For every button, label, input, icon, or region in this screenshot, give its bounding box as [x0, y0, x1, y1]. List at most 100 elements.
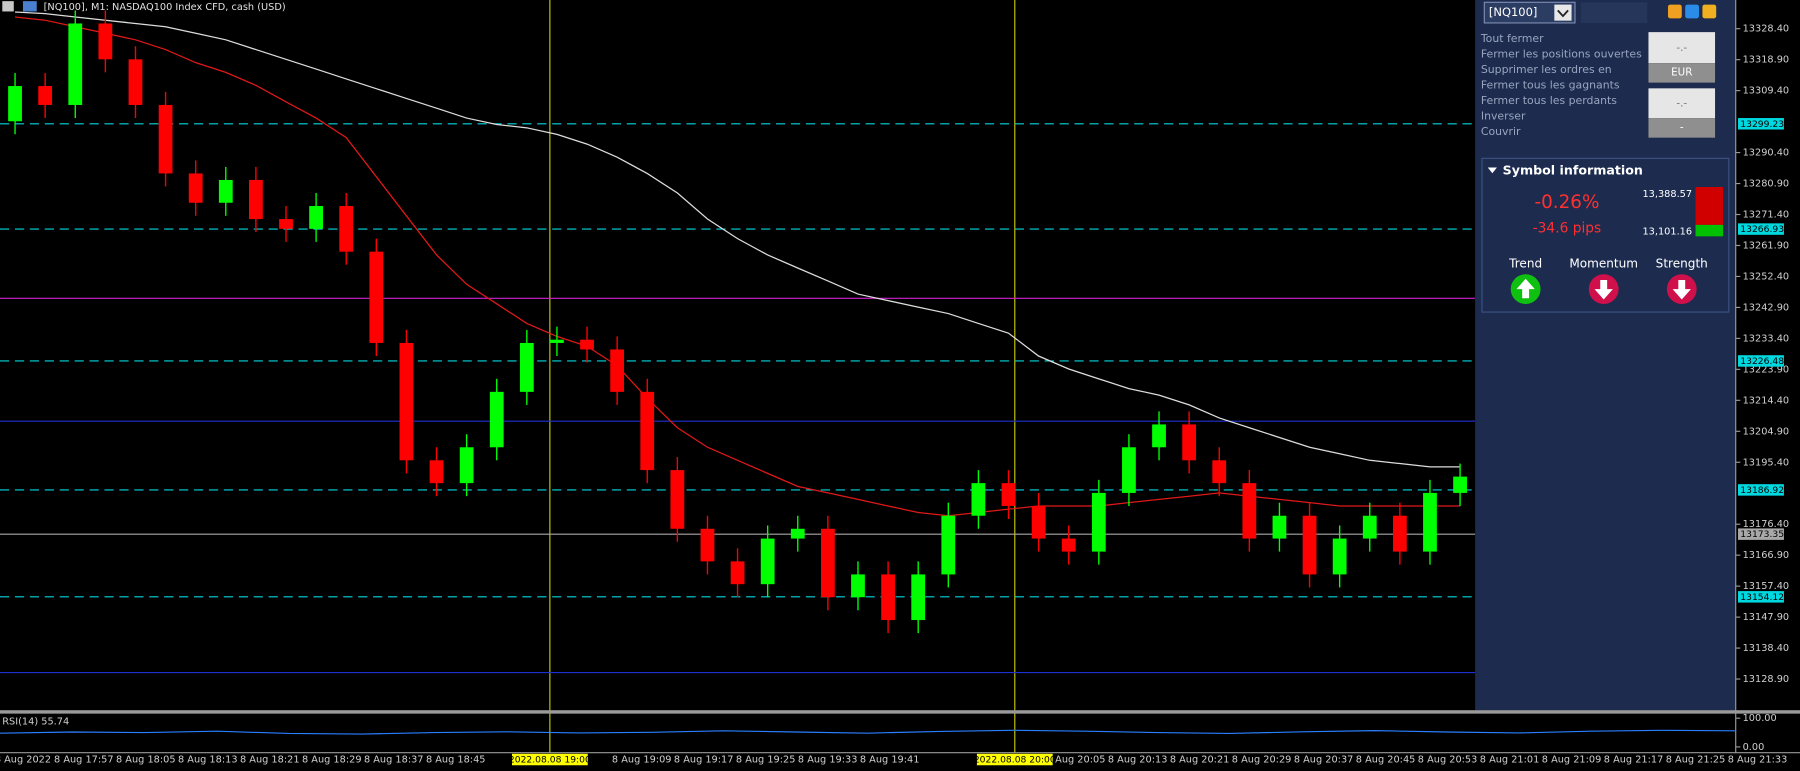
candle-body [1212, 460, 1227, 484]
time-axis: 8 Aug 2022 8 Aug 17:57 8 Aug 18:05 8 Aug 18… [0, 753, 1788, 766]
candle-body [610, 349, 625, 392]
icon [2, 1, 14, 12]
x-tick-label: 8 Aug 18:13 [178, 755, 238, 766]
arrow-up [1516, 278, 1535, 299]
input-box[interactable] [1580, 2, 1648, 23]
candle-body [550, 339, 564, 343]
arrow-down [1672, 279, 1691, 300]
level-label-box [1738, 484, 1784, 496]
y-tick-label: 13147.90 [1743, 612, 1790, 623]
chart-title: [NQ100], M1: NASDAQ100 Index CFD, cash (… [44, 2, 286, 13]
candle-body [1122, 447, 1136, 493]
menu-item[interactable]: Couvrir [1481, 125, 1521, 138]
icon-button[interactable] [1685, 4, 1699, 19]
menu-item[interactable]: Inverser [1481, 109, 1526, 122]
menu-item[interactable]: Fermer tous les gagnants [1481, 78, 1620, 91]
x-tick-label: 8 Aug 18:37 [364, 755, 424, 766]
change-percent: -0.26% [1534, 192, 1599, 213]
indicator-label: Strength [1656, 256, 1708, 270]
level-label: 13173.35 [1740, 529, 1784, 540]
menu-item[interactable]: Tout fermer [1480, 32, 1544, 45]
candle-body [1302, 515, 1317, 575]
x-tick-label: 8 Aug 21:09 [1542, 755, 1602, 766]
candle-body [98, 23, 113, 60]
x-tick-label: 8 Aug 20:37 [1294, 755, 1354, 766]
candle-body [309, 206, 323, 229]
menu-item[interactable]: Supprimer les ordres en [1481, 63, 1612, 76]
price-pane [0, 0, 1476, 753]
range-low: 13,101.16 [1642, 227, 1692, 238]
collapse-icon[interactable] [1487, 167, 1497, 174]
candle-body [1392, 515, 1407, 552]
menu: Tout fermer Fermer les positions ouvertes… [1480, 32, 1642, 138]
candle-body [249, 179, 263, 220]
x-tick-label: 8 Aug 19:17 [674, 755, 734, 766]
y-tick-label: 13318.90 [1743, 55, 1790, 66]
menu-item[interactable]: Fermer les positions ouvertes [1481, 47, 1642, 60]
button[interactable] [1648, 88, 1716, 119]
candle-body [1423, 492, 1437, 552]
time-marker-box [976, 753, 1053, 766]
candle-body [188, 173, 203, 203]
x-tick-label: 8 Aug 21:33 [1728, 755, 1788, 766]
x-tick-label: 8 Aug 21:01 [1480, 755, 1540, 766]
symbol-dropdown[interactable] [1483, 1, 1576, 24]
candle-body [429, 460, 444, 484]
y-tick-label: 13214.40 [1743, 395, 1790, 406]
x-tick-label: 8 Aug 21:25 [1666, 755, 1726, 766]
range-bar [1695, 187, 1724, 225]
candle-body [941, 515, 956, 575]
candle-body [1182, 424, 1197, 461]
rsi-pane: RSI(14) 55.74 100.00 0.00 [0, 713, 1777, 753]
x-tick-label: 8 Aug 21:17 [1604, 755, 1664, 766]
x-tick-label: 8 Aug 17:57 [54, 755, 114, 766]
x-tick-label: 8 Aug 18:45 [426, 755, 486, 766]
candle-body [1453, 476, 1467, 493]
level-label-box [1738, 591, 1784, 603]
time-marker-box [511, 753, 588, 766]
candle-body [1152, 424, 1166, 448]
candle-body [68, 23, 83, 105]
candle-body [881, 574, 895, 621]
info-title: Symbol information [1503, 162, 1643, 177]
y-tick-label: 13233.40 [1743, 333, 1790, 344]
level-label: 13299.23 [1740, 119, 1784, 130]
y-tick-label: 13157.40 [1743, 581, 1790, 592]
candle-body [339, 206, 354, 252]
dropdown-arrow[interactable] [1554, 4, 1572, 21]
y-tick-label: 13166.90 [1743, 550, 1790, 561]
pane-separator [0, 710, 1800, 714]
candle-body [489, 391, 504, 448]
candle-body [158, 104, 173, 174]
button[interactable] [1648, 63, 1716, 83]
y-tick-label: 13223.90 [1743, 364, 1790, 375]
candle-body [1091, 492, 1106, 552]
candle-body [1332, 538, 1347, 575]
candle-body [459, 447, 474, 484]
arrow-down [1594, 279, 1613, 300]
candle-body [1362, 515, 1377, 539]
candle-body [820, 528, 835, 598]
y-tick-label: 13280.90 [1743, 179, 1790, 190]
x-tick-label: 8 Aug 20:53 [1418, 755, 1478, 766]
range-bar [1695, 224, 1724, 237]
button[interactable] [1648, 32, 1716, 64]
candle-body [790, 528, 805, 539]
candle-body [851, 574, 865, 598]
button[interactable] [1648, 118, 1716, 138]
indicator-label: Momentum [1569, 256, 1638, 270]
change-pips: -34.6 pips [1533, 220, 1601, 236]
y-tick-label: 13271.40 [1743, 210, 1790, 221]
icon-button[interactable] [1702, 4, 1717, 19]
candle-body [399, 342, 414, 461]
candle-body [640, 391, 655, 471]
icon-button[interactable] [1667, 4, 1682, 19]
menu-item[interactable]: Fermer tous les perdants [1481, 94, 1617, 107]
x-tick-label: 8 Aug 20:21 [1170, 755, 1230, 766]
moving-average [15, 11, 1461, 468]
candle-body [8, 86, 22, 122]
button-label: - [1680, 121, 1684, 133]
arrow-icon [1557, 9, 1569, 18]
